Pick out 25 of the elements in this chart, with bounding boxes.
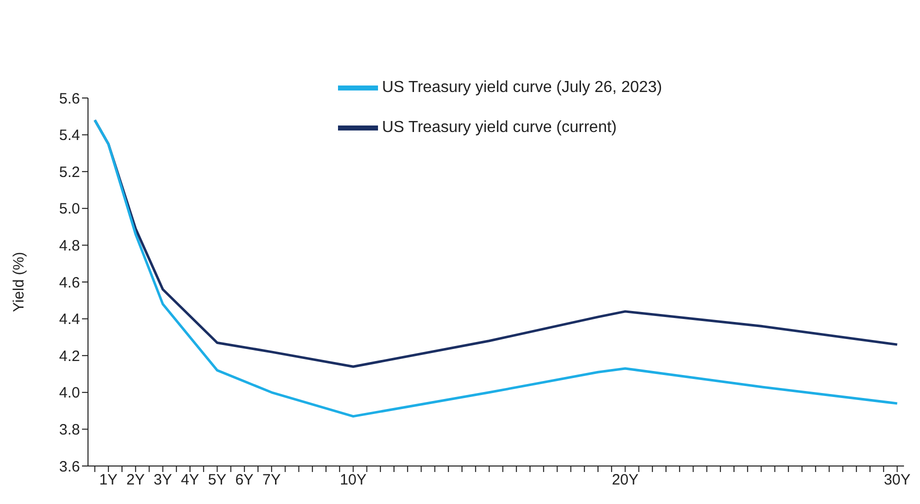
x-tick-label: 6Y bbox=[235, 472, 254, 489]
y-tick-label: 4.0 bbox=[59, 384, 80, 402]
x-tick-label: 30Y bbox=[884, 472, 911, 489]
y-tick-label: 3.6 bbox=[59, 458, 80, 476]
x-tick-label: 5Y bbox=[208, 472, 226, 489]
x-tick-label: 1Y bbox=[99, 472, 118, 489]
y-tick-label: 5.2 bbox=[59, 164, 80, 181]
x-tick-label: 7Y bbox=[262, 472, 281, 489]
x-tick-label: 20Y bbox=[612, 472, 639, 489]
legend-label: US Treasury yield curve (July 26, 2023) bbox=[382, 79, 662, 96]
y-tick-label: 5.0 bbox=[59, 200, 80, 218]
y-tick-label: 5.6 bbox=[59, 90, 80, 108]
y-tick-label: 4.4 bbox=[59, 311, 80, 328]
legend-label: US Treasury yield curve (current) bbox=[382, 119, 617, 136]
x-tick-label: 2Y bbox=[126, 472, 145, 489]
y-tick-label: 3.8 bbox=[59, 422, 80, 439]
y-axis-title: Yield (%) bbox=[10, 252, 28, 312]
y-tick-label: 5.4 bbox=[59, 127, 80, 144]
x-tick-label: 4Y bbox=[180, 472, 200, 489]
y-tick-label: 4.8 bbox=[59, 238, 80, 255]
x-tick-label: 10Y bbox=[340, 472, 367, 489]
x-tick-label: 3Y bbox=[154, 472, 172, 489]
y-tick-label: 4.2 bbox=[59, 348, 80, 365]
line-series bbox=[94, 118, 898, 418]
y-tick-label: 4.6 bbox=[59, 274, 80, 292]
